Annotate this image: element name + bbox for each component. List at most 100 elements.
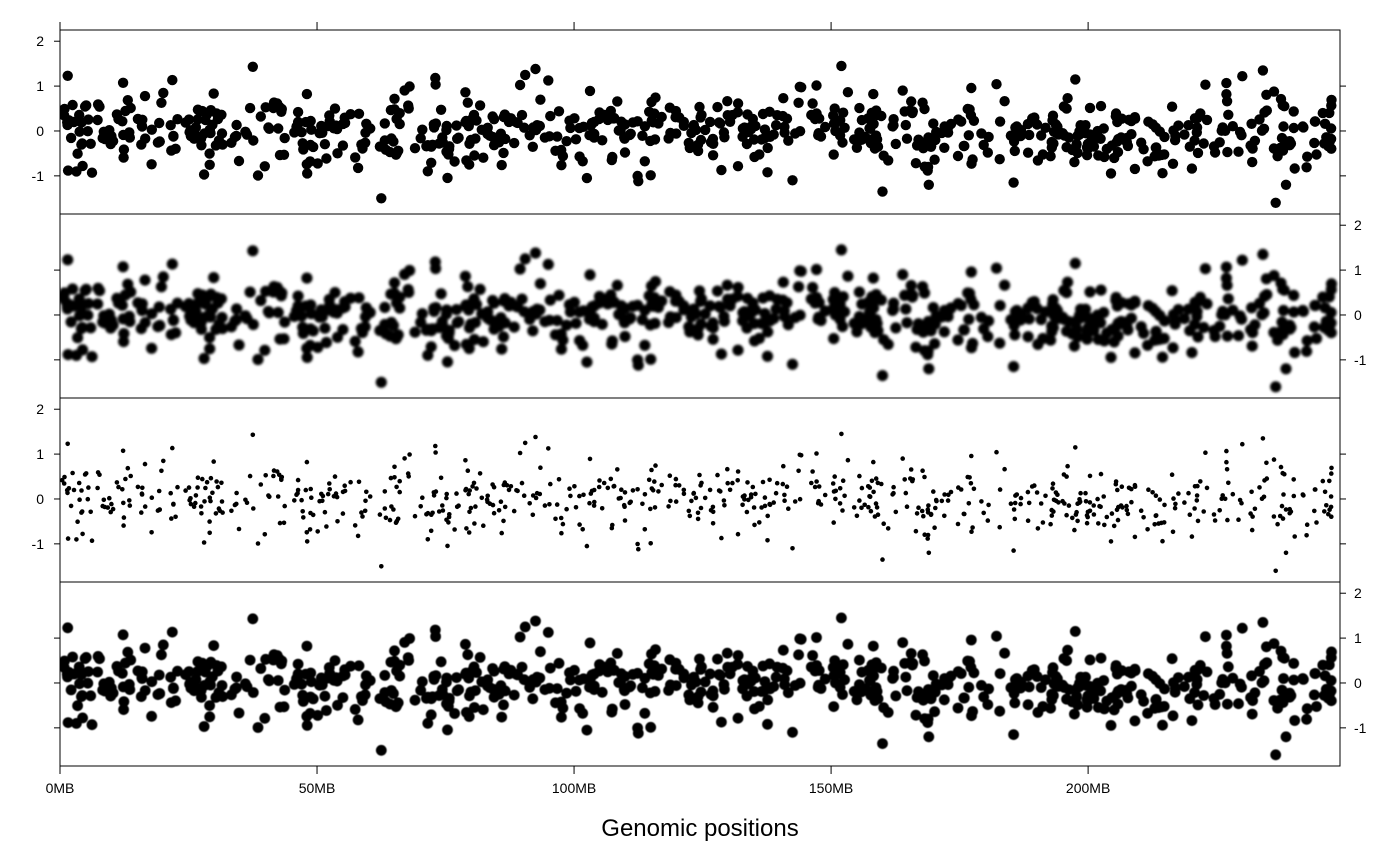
data-point (204, 700, 216, 711)
data-point (259, 161, 270, 172)
data-point (659, 482, 664, 488)
data-point (294, 492, 299, 498)
data-point (1252, 506, 1258, 512)
data-point (425, 341, 437, 353)
data-point (200, 114, 211, 126)
data-point (929, 154, 940, 165)
data-point (1278, 464, 1284, 470)
data-point (1191, 310, 1203, 322)
data-point (1009, 145, 1020, 157)
data-point (165, 697, 177, 708)
data-point (1254, 666, 1265, 677)
data-point (172, 114, 183, 125)
data-point (299, 497, 304, 503)
data-point (1192, 506, 1197, 511)
data-point (169, 516, 174, 521)
data-point (93, 285, 106, 297)
data-point (867, 494, 872, 499)
data-point (474, 486, 479, 491)
data-point (905, 648, 917, 659)
data-point (831, 520, 836, 525)
data-point (120, 105, 131, 117)
y-tick-label: 0 (36, 491, 44, 507)
data-point (289, 127, 300, 138)
data-point (548, 481, 553, 487)
data-point (606, 706, 618, 718)
data-point (1049, 513, 1055, 518)
data-point (187, 497, 192, 503)
data-point (1172, 304, 1184, 316)
data-point (1022, 699, 1034, 711)
data-point (463, 458, 468, 463)
data-point (1189, 534, 1195, 539)
data-point (875, 512, 881, 517)
data-point (871, 489, 876, 495)
data-point (514, 263, 526, 275)
data-point (146, 159, 157, 170)
data-point (305, 667, 317, 679)
data-point (1275, 93, 1287, 105)
data-point (1062, 93, 1073, 104)
data-point (645, 135, 656, 147)
data-point (156, 97, 167, 109)
data-point (210, 490, 215, 496)
data-point (198, 311, 211, 323)
data-point (392, 329, 404, 341)
data-point (1011, 507, 1017, 512)
data-point (1170, 682, 1181, 694)
data-point (565, 122, 576, 134)
data-point (985, 518, 991, 523)
data-point (98, 310, 110, 322)
data-point (1167, 342, 1179, 354)
data-point (1260, 436, 1266, 441)
data-point (839, 431, 844, 437)
data-point (71, 166, 82, 177)
data-point (946, 492, 951, 498)
data-point (670, 663, 681, 675)
data-point (1235, 313, 1248, 325)
data-point (897, 269, 909, 281)
data-point (1221, 279, 1233, 291)
y-tick-label: 0 (1354, 675, 1362, 691)
data-point (173, 514, 178, 520)
data-point (1283, 550, 1289, 556)
data-point (1105, 351, 1117, 363)
data-point (105, 138, 116, 150)
data-point (663, 133, 674, 144)
data-point (468, 333, 480, 346)
data-point (833, 496, 838, 502)
data-point (279, 316, 291, 328)
data-point (1289, 163, 1300, 174)
data-point (146, 676, 158, 688)
data-point (873, 476, 879, 481)
data-point (530, 493, 536, 498)
data-point (870, 682, 882, 693)
data-point (496, 343, 508, 355)
data-point (968, 481, 974, 486)
data-point (619, 671, 631, 682)
data-point (1280, 516, 1286, 521)
data-point (649, 467, 654, 473)
data-point (105, 505, 111, 510)
data-point (442, 724, 453, 736)
data-point (710, 504, 716, 510)
data-point (1009, 329, 1021, 341)
data-point (392, 697, 404, 709)
data-point (512, 117, 523, 129)
data-point (910, 709, 922, 721)
data-point (1080, 679, 1092, 691)
data-point (639, 156, 650, 167)
data-point (1112, 146, 1124, 158)
data-point (118, 696, 130, 707)
data-point (442, 172, 453, 184)
data-point (1329, 465, 1334, 471)
data-point (461, 155, 472, 166)
data-point (491, 484, 497, 490)
data-point (698, 505, 704, 511)
data-point (807, 281, 819, 294)
data-point (813, 128, 824, 139)
data-point (456, 503, 461, 509)
data-point (868, 508, 874, 514)
data-point (716, 488, 722, 493)
data-point (580, 527, 585, 532)
